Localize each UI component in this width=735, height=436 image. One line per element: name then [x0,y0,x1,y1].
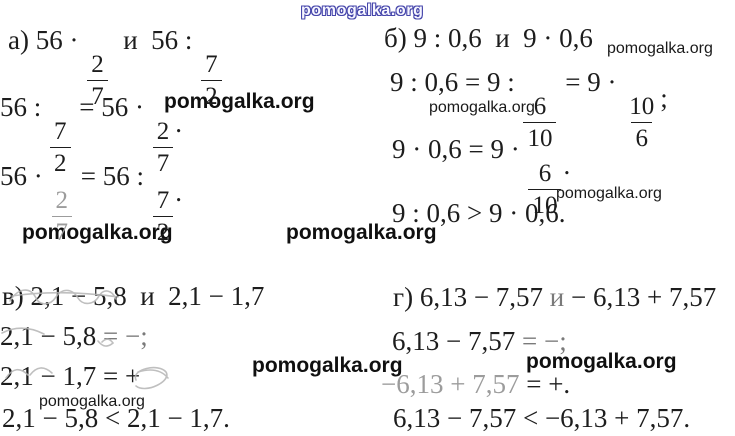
math-run: − 6,13 + 7,57 [564,282,717,312]
math-run: 56 : [0,92,49,122]
math-run: = 56 : [74,161,151,191]
math-line-c3: 2,1 − 1,7 = + [0,361,140,392]
math-run: . [175,108,182,139]
math-run: −6,13 + 7,57 [381,369,520,399]
math-run: 6,13 − 7,57 < −6,13 + 7,57. [393,403,691,433]
math-run: г) 6,13 − 7,57 [393,282,550,312]
math-run: 6,13 − 7,57 [392,326,522,356]
math-run: = +. [519,369,571,399]
math-run: 9 : 0,6 > 9 · 0,6. [392,198,566,228]
math-run: 2,1 − 5,8 [0,321,103,351]
math-run: 2,1 − 5,8 < 2,1 − 1,7. [2,403,230,433]
math-run: б) 9 : 0,6 и 9 · 0,6 [384,23,593,53]
math-line-b2: 9 : 0,6 = 9 : 6 10 = 9 · 10 6; [390,67,668,151]
watermark-small-b1: pomogalka.org [607,40,713,57]
watermark-bold-center: pomogalka.org [286,221,437,244]
math-run: . [175,177,182,208]
math-run: и 56 : [109,25,200,55]
fraction-6-10: 6 10 [528,161,562,218]
math-line-d3: −6,13 + 7,57 = +. [381,369,570,400]
watermark-bold-left: pomogalka.org [22,221,173,244]
math-run: = −; [521,326,567,356]
math-line-d1: г) 6,13 − 7,57 и − 6,13 + 7,57 [393,282,716,313]
fraction-10-6: 10 6 [629,92,655,152]
math-line-b3: 9 · 0,6 = 9 · 6 10. [392,134,570,218]
math-line-c1: в) 2,1 − 5,8 и 2,1 − 1,7 [2,281,264,312]
watermark-small-b2: pomogalka.org [429,99,535,116]
watermark-small-b3: pomogalka.org [556,185,662,202]
math-line-c4: 2,1 − 5,8 < 2,1 − 1,7. [2,403,230,434]
math-run: 9 : 0,6 = 9 : [390,67,522,97]
fraction-6-10: 6 10 [523,94,557,151]
math-line-b4: 9 : 0,6 > 9 · 0,6. [392,198,565,229]
watermark-top-outline: pomogalka.org [301,2,424,19]
math-run: 2,1 − 1,7 = [0,361,125,391]
watermark-small-c: pomogalka.org [39,393,145,410]
math-run: + [124,361,141,391]
math-run: а) 56 · [8,25,86,55]
math-line-c2: 2,1 − 5,8 = −; [0,321,148,352]
math-line-d4: 6,13 − 7,57 < −6,13 + 7,57. [393,403,690,434]
math-line-b1: б) 9 : 0,6 и 9 · 0,6 [384,23,593,54]
watermark-bold-bottom-right: pomogalka.org [526,350,677,373]
math-run: 9 · 0,6 = 9 · [392,134,527,164]
math-run: . [563,150,571,181]
math-run: = 9 · [558,67,624,97]
math-run: ; [660,83,668,114]
math-run: в) 2,1 − 5,8 и 2,1 − 1,7 [2,281,265,311]
math-line-d2: 6,13 − 7,57 = −; [392,326,567,357]
watermark-bold-inline-a: pomogalka.org [164,90,315,113]
math-run: 56 · [0,161,50,191]
watermark-bold-bottom-center: pomogalka.org [252,354,403,377]
math-run: = 56 · [72,92,151,122]
math-run: = −; [102,321,148,351]
math-run: и [549,282,565,312]
